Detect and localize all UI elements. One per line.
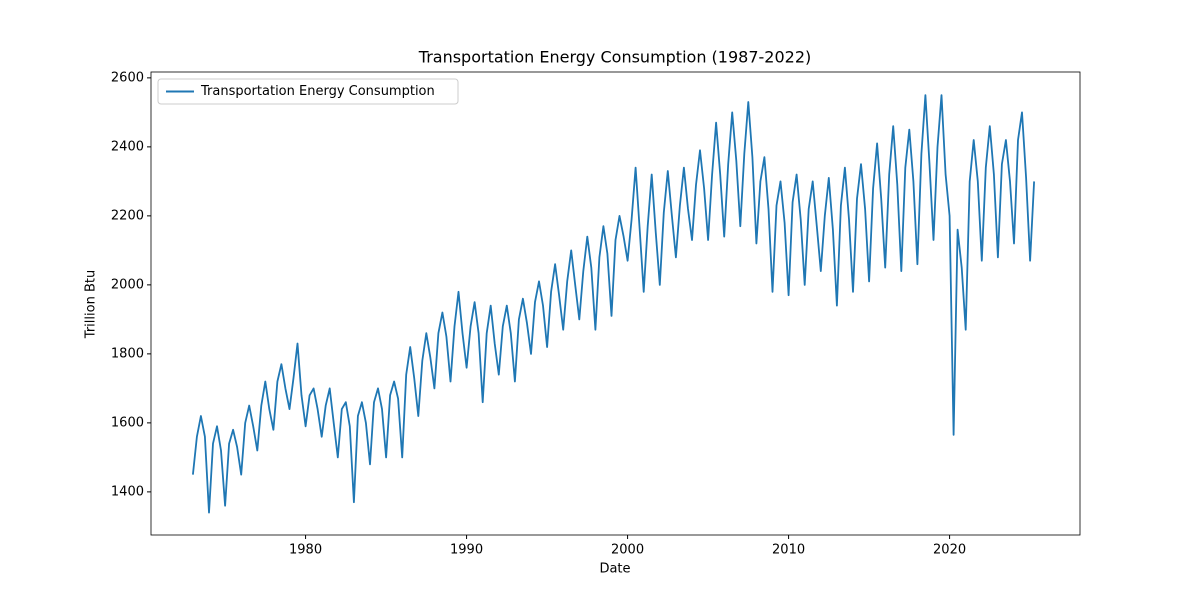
x-tick-label: 1980 — [289, 543, 322, 558]
y-tick-label: 1800 — [111, 346, 144, 361]
x-axis-label: Date — [599, 562, 630, 577]
y-tick-label: 2200 — [111, 208, 144, 223]
y-tick-label: 2400 — [111, 139, 144, 154]
x-tick-label: 2010 — [772, 543, 805, 558]
x-tick-label: 1990 — [450, 543, 483, 558]
y-tick-label: 1600 — [111, 415, 144, 430]
y-tick-label: 2600 — [111, 70, 144, 85]
y-axis-label: Trillion Btu — [84, 270, 99, 339]
chart-title: Transportation Energy Consumption (1987-… — [418, 48, 811, 67]
x-tick-label: 2000 — [611, 543, 644, 558]
data-line — [192, 94, 1035, 514]
legend-label: Transportation Energy Consumption — [200, 84, 435, 99]
y-tick-label: 2000 — [111, 277, 144, 292]
x-tick-label: 2020 — [933, 543, 966, 558]
legend-box — [157, 78, 459, 105]
y-tick-label: 1400 — [111, 484, 144, 499]
plot-area — [150, 71, 1081, 536]
